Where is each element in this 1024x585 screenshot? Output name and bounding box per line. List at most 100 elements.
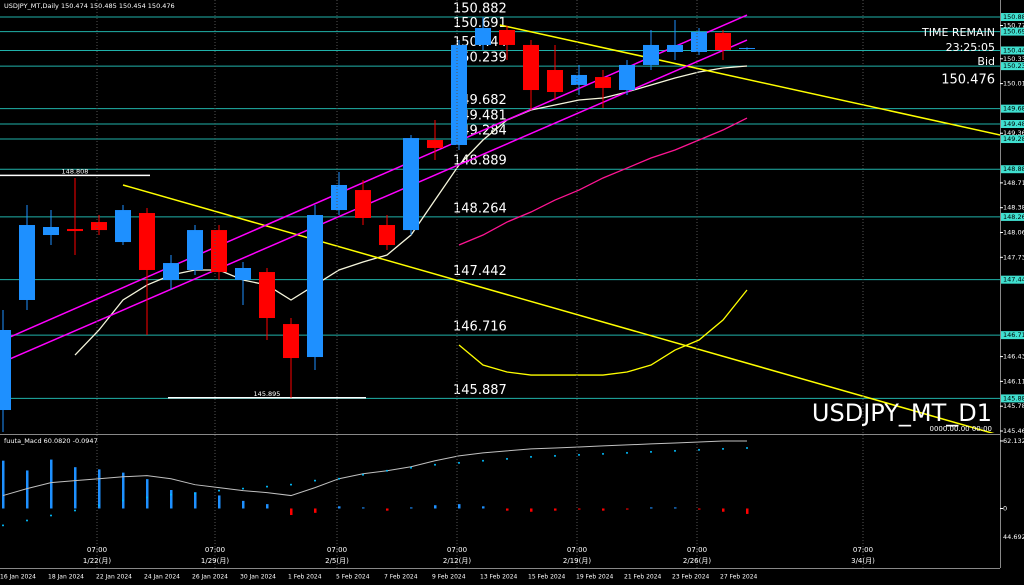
macd-signal-dot bbox=[650, 450, 652, 453]
candle-body bbox=[547, 70, 563, 93]
candle-body bbox=[691, 31, 707, 52]
level-axis-label: 145.887 bbox=[1003, 394, 1024, 402]
candle-body bbox=[739, 48, 755, 50]
y-tick-label: 148.060 bbox=[1003, 228, 1024, 236]
level-axis-label: 148.264 bbox=[1003, 213, 1024, 221]
macd-bar bbox=[434, 505, 437, 509]
level-axis-box bbox=[1001, 135, 1024, 144]
date-label: 1/22(月) bbox=[83, 557, 111, 565]
y-tick-label: 148.385 bbox=[1003, 204, 1024, 212]
segment-label: 148.808 bbox=[62, 167, 89, 175]
macd-signal-dot bbox=[266, 485, 268, 488]
y-tick-label: 145.460 bbox=[1003, 427, 1024, 435]
macd-bar bbox=[602, 508, 605, 511]
level-axis-box bbox=[1001, 104, 1024, 113]
macd-header: fuuta_Macd 60.0820 -0.0947 bbox=[4, 437, 98, 445]
candle-body bbox=[307, 215, 323, 358]
level-axis-label: 147.442 bbox=[1003, 276, 1024, 284]
date-label: 2/12(月) bbox=[443, 557, 471, 565]
x-tick-label: 24 Jan 2024 bbox=[144, 574, 180, 581]
macd-bar bbox=[482, 506, 485, 509]
date-label: 2/26(月) bbox=[683, 557, 711, 565]
level-axis-label: 150.691 bbox=[1003, 28, 1024, 36]
candle-body bbox=[91, 222, 107, 231]
level-axis-label: 149.284 bbox=[1003, 135, 1024, 143]
x-tick-label: 19 Feb 2024 bbox=[576, 574, 614, 581]
macd-bar bbox=[626, 508, 629, 510]
macd-signal-dot bbox=[218, 489, 220, 492]
candle-body bbox=[499, 30, 515, 45]
time-label: 07:00 bbox=[687, 546, 707, 554]
macd-bar bbox=[50, 459, 53, 509]
level-label: 146.716 bbox=[453, 320, 507, 335]
macd-bar bbox=[266, 504, 269, 509]
macd-panel bbox=[2, 440, 749, 527]
level-axis-box bbox=[1001, 46, 1024, 55]
candle-body bbox=[67, 228, 83, 232]
level-axis-label: 150.444 bbox=[1003, 46, 1024, 54]
macd-bar bbox=[242, 500, 245, 509]
symbol-label: USDJPY_MT_D1 bbox=[812, 399, 992, 427]
level-label: 150.691 bbox=[453, 16, 507, 31]
date-label: 2/5(月) bbox=[325, 557, 349, 565]
x-tick-label: 23 Feb 2024 bbox=[672, 574, 710, 581]
time-label: 07:00 bbox=[567, 546, 587, 554]
level-label: 147.442 bbox=[453, 264, 507, 279]
candle-body bbox=[139, 213, 155, 270]
candle-body bbox=[379, 225, 395, 246]
x-tick-label: 26 Jan 2024 bbox=[192, 574, 228, 581]
level-axis-label: 149.682 bbox=[1003, 105, 1024, 113]
macd-scale-note: 44.6927 bbox=[1003, 533, 1024, 541]
level-axis-label: 146.716 bbox=[1003, 331, 1024, 339]
level-axis-box bbox=[1001, 331, 1024, 340]
level-axis-label: 150.239 bbox=[1003, 62, 1024, 70]
macd-bar bbox=[674, 507, 677, 509]
level-axis-label: 149.481 bbox=[1003, 120, 1024, 128]
time-label: 07:00 bbox=[87, 546, 107, 554]
y-tick-label: 148.71 bbox=[1003, 179, 1024, 187]
candle-body bbox=[43, 226, 59, 236]
date-label: 3/4(月) bbox=[851, 557, 875, 565]
macd-signal-dot bbox=[554, 454, 556, 457]
x-tick-label: 30 Jan 2024 bbox=[240, 574, 276, 581]
x-tick-label: 15 Feb 2024 bbox=[528, 574, 566, 581]
trendline bbox=[122, 184, 995, 433]
x-tick-label: 27 Feb 2024 bbox=[720, 574, 758, 581]
candle-body bbox=[667, 44, 683, 52]
macd-bar bbox=[746, 508, 749, 514]
macd-signal-dot bbox=[314, 479, 316, 482]
macd-bar bbox=[314, 508, 317, 513]
time-label: 07:00 bbox=[327, 546, 347, 554]
candle-body bbox=[187, 230, 203, 270]
overlay-line bbox=[458, 289, 748, 376]
macd-bar bbox=[146, 479, 149, 509]
candle-body bbox=[235, 268, 251, 280]
y-tick-label: 147.735 bbox=[1003, 253, 1024, 261]
macd-bar bbox=[218, 495, 221, 509]
macd-bar bbox=[506, 508, 509, 511]
candle-body bbox=[571, 74, 587, 85]
macd-signal-dot bbox=[698, 448, 700, 451]
candle-body bbox=[331, 185, 347, 211]
x-tick-label: 5 Feb 2024 bbox=[336, 574, 370, 581]
level-axis-box bbox=[1001, 394, 1024, 403]
macd-signal-dot bbox=[626, 451, 628, 454]
level-axis-box bbox=[1001, 165, 1024, 174]
macd-signal-dot bbox=[242, 487, 244, 490]
x-tick-label: 16 Jan 2024 bbox=[0, 574, 36, 581]
macd-bar bbox=[98, 469, 101, 509]
segment-label: 145.895 bbox=[254, 390, 281, 398]
timestamp: 0000.00.00 00:00 bbox=[930, 425, 992, 433]
macd-bar bbox=[26, 470, 29, 509]
macd-bar bbox=[338, 506, 341, 509]
candle-body bbox=[0, 329, 11, 411]
candle-body bbox=[619, 64, 635, 91]
y-tick-label: 146.110 bbox=[1003, 377, 1024, 385]
macd-signal-dot bbox=[434, 463, 436, 466]
macd-signal-dot bbox=[578, 453, 580, 456]
time-label: 07:00 bbox=[205, 546, 225, 554]
macd-bar bbox=[650, 507, 653, 509]
candle-body bbox=[211, 230, 227, 273]
overlay-line bbox=[458, 117, 748, 246]
